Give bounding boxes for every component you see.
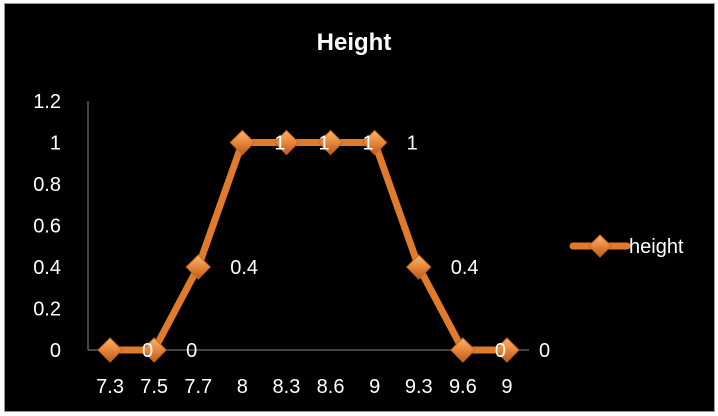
data-label: 0: [495, 340, 506, 362]
y-tick-label: 0.6: [33, 216, 61, 238]
legend-marker: [588, 234, 612, 258]
x-tick-label: 8: [237, 376, 248, 398]
x-tick-label: 8.6: [317, 376, 345, 398]
x-axis: 7.3 7.5 7.7 8 8.3 8.6 9 9.3 9.6 9: [88, 349, 529, 398]
chart-area: Height 0 0.2 0.4 0.6 0.8 1 1.2 7.3 7.5 7.7 8 8.3 8.…: [4, 3, 715, 412]
data-point-marker: [273, 129, 300, 156]
data-point-marker: [361, 129, 388, 156]
data-label: 0: [186, 340, 197, 362]
y-tick-label: 0.8: [33, 174, 61, 196]
line-chart: Height 0 0.2 0.4 0.6 0.8 1 1.2 7.3 7.5 7.7 8 8.3 8.…: [33, 29, 684, 398]
data-label: 0: [142, 340, 153, 362]
data-point-marker: [185, 254, 211, 280]
y-tick-label: 0.2: [33, 299, 61, 321]
data-labels: 0 0 0.4 1 1 1 1 0.4 0 0: [142, 133, 550, 363]
data-label: 1: [318, 133, 329, 155]
data-point-marker: [317, 129, 344, 156]
data-point-marker: [141, 337, 167, 363]
data-label: 0.4: [230, 257, 258, 279]
x-tick-label: 7.3: [96, 376, 124, 398]
data-label: 0: [539, 340, 550, 362]
chart-title: Height: [317, 29, 392, 56]
data-point-marker: [450, 337, 476, 363]
x-tick-label: 9.3: [405, 376, 433, 398]
x-tick-label: 7.7: [184, 376, 212, 398]
y-tick-label: 1: [50, 133, 61, 155]
series-height: [97, 129, 520, 363]
series-line: [106, 139, 511, 354]
y-tick-label: 0.4: [33, 257, 61, 279]
data-point-marker: [406, 254, 432, 280]
data-point-marker: [494, 337, 520, 363]
data-label: 1: [274, 133, 285, 155]
data-point-marker: [229, 129, 256, 156]
data-label: 1: [363, 133, 374, 155]
x-tick-label: 9: [369, 376, 380, 398]
data-point-marker: [97, 337, 123, 363]
y-tick-label: 0: [50, 340, 61, 362]
x-tick-label: 9: [501, 376, 512, 398]
legend: height: [569, 234, 684, 258]
x-tick-label: 7.5: [140, 376, 168, 398]
x-tick-label: 9.6: [449, 376, 477, 398]
y-tick-label: 1.2: [33, 91, 61, 113]
data-label: 1: [407, 133, 418, 155]
legend-label: height: [629, 236, 684, 258]
y-axis: 0 0.2 0.4 0.6 0.8 1 1.2: [33, 91, 89, 362]
data-label: 0.4: [451, 257, 479, 279]
x-tick-label: 8.3: [273, 376, 301, 398]
